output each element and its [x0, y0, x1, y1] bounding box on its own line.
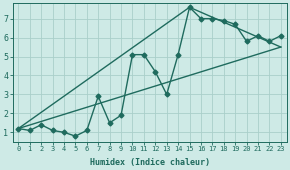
X-axis label: Humidex (Indice chaleur): Humidex (Indice chaleur)	[90, 158, 210, 167]
